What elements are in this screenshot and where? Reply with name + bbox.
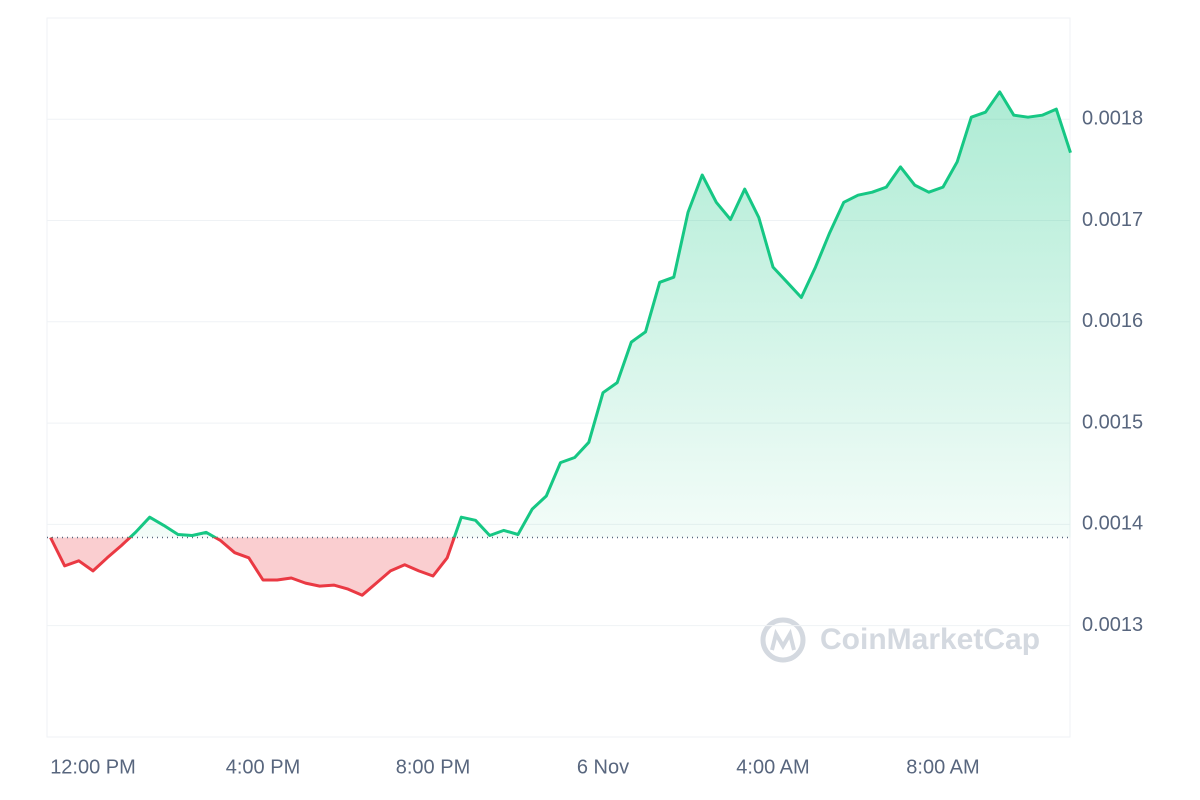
y-tick-label: 0.0014	[1082, 513, 1143, 535]
x-tick-label: 8:00 AM	[906, 756, 979, 778]
y-tick-label: 0.0016	[1082, 310, 1143, 332]
x-tick-label: 6 Nov	[577, 756, 629, 778]
x-tick-label: 12:00 PM	[50, 756, 136, 778]
watermark: CoinMarketCap	[820, 623, 1040, 656]
x-tick-label: 4:00 PM	[226, 756, 300, 778]
y-tick-label: 0.0015	[1082, 411, 1143, 433]
price-line	[49, 90, 1072, 597]
y-tick-label: 0.0013	[1082, 614, 1143, 636]
y-tick-label: 0.0018	[1082, 108, 1143, 130]
x-tick-label: 4:00 AM	[736, 756, 809, 778]
watermark-logo	[760, 617, 806, 663]
y-tick-label: 0.0017	[1082, 209, 1143, 231]
x-tick-label: 8:00 PM	[396, 756, 470, 778]
price-area	[50, 91, 1071, 596]
